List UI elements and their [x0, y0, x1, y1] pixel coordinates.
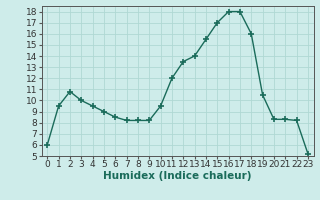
X-axis label: Humidex (Indice chaleur): Humidex (Indice chaleur) — [103, 171, 252, 181]
